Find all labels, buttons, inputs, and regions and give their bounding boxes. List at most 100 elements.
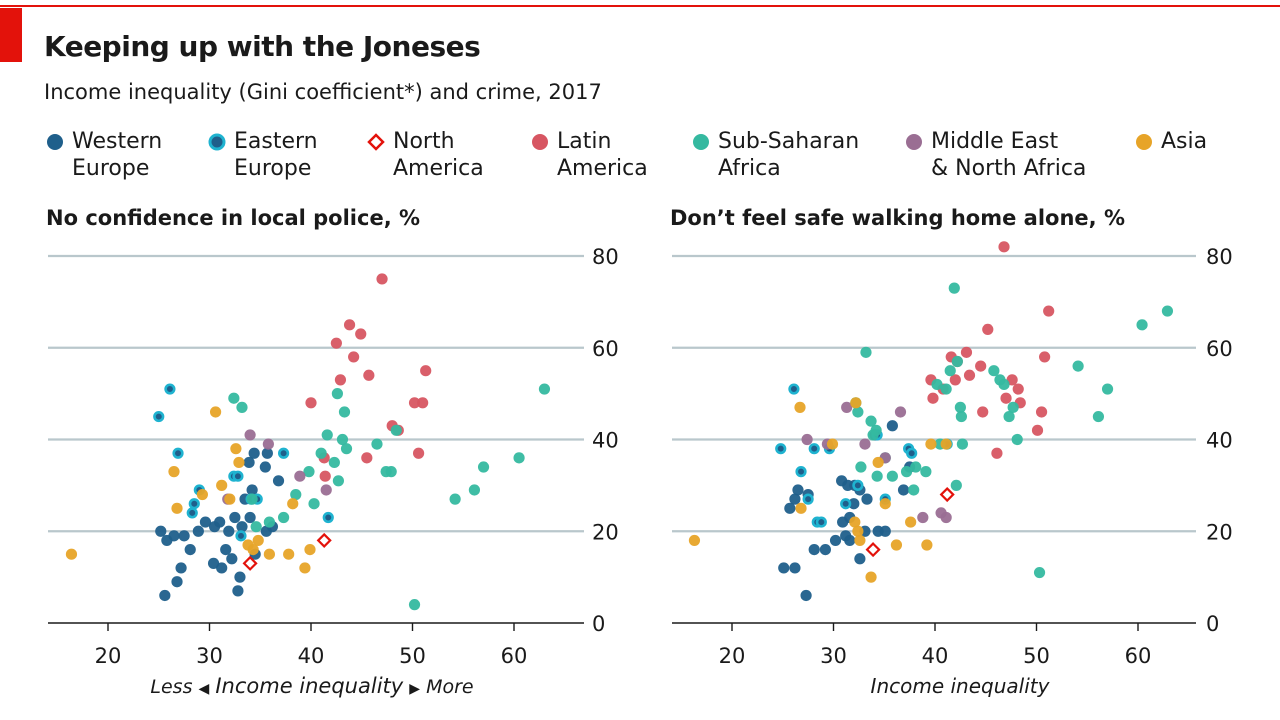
data-point-ssa	[900, 466, 913, 478]
chart-subtitle: Income inequality (Gini coefficient*) an…	[44, 80, 602, 104]
data-point-we	[184, 544, 196, 556]
legend-label: Eastern Europe	[234, 129, 318, 181]
data-point-ssa	[340, 443, 353, 455]
legend: Western Europe Eastern Europe North Amer…	[0, 128, 1280, 188]
data-point-ssa	[263, 516, 275, 528]
data-point-we	[175, 562, 187, 574]
red-tag	[0, 8, 22, 62]
data-point-we	[223, 525, 235, 537]
data-point-ssa	[955, 410, 967, 423]
less-arrow-icon: ◀	[198, 681, 210, 697]
data-point-we	[800, 589, 812, 602]
data-point-we	[844, 534, 856, 547]
data-point-la	[355, 328, 367, 340]
data-point-as	[299, 562, 311, 574]
x-tick-label: 60	[1125, 644, 1152, 668]
data-point-as	[224, 493, 236, 505]
data-point-as	[216, 479, 228, 491]
data-point-la	[334, 374, 347, 386]
legend-item-eastern-europe: Eastern Europe	[208, 128, 318, 182]
legend-label: Latin America	[557, 129, 648, 181]
data-point-as	[252, 534, 264, 547]
y-tick-label: 20	[592, 520, 619, 544]
data-point-we	[261, 447, 273, 459]
data-point-we	[236, 521, 248, 533]
data-point-ee	[775, 443, 787, 455]
data-point-as	[287, 498, 299, 510]
data-point-we	[848, 498, 860, 510]
data-point-ee	[808, 443, 820, 455]
data-point-la	[1031, 424, 1044, 436]
data-point-ssa	[246, 493, 258, 505]
data-point-as	[872, 456, 884, 469]
data-point-la	[363, 369, 375, 381]
data-point-as	[263, 548, 275, 560]
top-rule	[0, 5, 1280, 7]
data-point-we	[784, 502, 796, 514]
data-point-we	[244, 511, 256, 524]
police-chart: 0 20 40 60 80 20 30 40 50 60	[48, 245, 619, 668]
y-tick-label: 80	[1206, 245, 1233, 269]
data-point-as	[849, 516, 861, 528]
data-point-la	[420, 365, 432, 377]
data-point-ssa	[1007, 401, 1019, 413]
data-point-la	[361, 452, 373, 464]
data-point-ssa	[940, 383, 952, 395]
more-label: More	[426, 676, 474, 698]
data-point-mena	[244, 429, 256, 441]
data-point-ssa	[852, 406, 864, 418]
data-point-mena	[859, 438, 871, 450]
data-point-la	[975, 360, 987, 372]
data-point-as	[233, 456, 245, 469]
less-label: Less	[150, 676, 193, 698]
data-point-we	[220, 544, 232, 556]
legend-item-asia: Asia	[1135, 128, 1207, 155]
data-point-la	[1035, 406, 1048, 418]
data-point-ssa	[1101, 383, 1114, 395]
data-point-ssa	[408, 599, 421, 611]
data-point-as	[854, 534, 866, 547]
data-point-ssa	[336, 433, 349, 446]
x-tick-label: 60	[501, 644, 528, 668]
data-point-as	[826, 438, 839, 450]
data-point-as	[890, 539, 903, 551]
data-point-ee	[188, 498, 200, 510]
data-point-ssa	[332, 475, 345, 487]
data-point-ssa	[998, 378, 1010, 391]
data-point-la	[1000, 392, 1012, 404]
data-point-as	[209, 406, 222, 418]
data-point-ssa	[1092, 410, 1105, 423]
data-point-as	[794, 401, 806, 413]
data-point-ssa	[855, 461, 867, 473]
x-tick-label: 30	[820, 644, 847, 668]
x-tick-label: 50	[399, 644, 426, 668]
data-point-we	[216, 562, 228, 574]
data-point-we	[854, 553, 866, 565]
data-point-ee	[186, 507, 198, 519]
data-point-ssa	[390, 424, 402, 436]
data-point-we	[789, 562, 801, 574]
data-point-la	[412, 447, 425, 459]
data-point-ssa	[1136, 319, 1148, 331]
data-point-ssa	[331, 388, 343, 400]
data-point-we	[234, 571, 246, 583]
data-point-ssa	[956, 438, 969, 450]
data-point-ssa	[931, 378, 943, 391]
data-point-la	[330, 337, 342, 349]
data-point-as	[168, 466, 180, 478]
legend-label: Western Europe	[72, 129, 163, 181]
data-point-mena	[841, 401, 853, 413]
data-point-as	[688, 534, 701, 547]
data-point-ssa	[871, 470, 883, 482]
data-point-la	[348, 351, 360, 363]
legend-label: Sub-Saharan Africa	[718, 129, 860, 181]
data-point-as	[921, 539, 933, 551]
x-tick-label: 40	[922, 644, 949, 668]
data-point-ssa	[920, 466, 932, 478]
data-point-la	[998, 241, 1010, 253]
data-point-as	[304, 544, 316, 556]
data-point-ee	[795, 466, 807, 478]
data-point-we	[819, 544, 831, 556]
data-point-ssa	[308, 498, 320, 510]
data-point-as	[925, 438, 937, 450]
